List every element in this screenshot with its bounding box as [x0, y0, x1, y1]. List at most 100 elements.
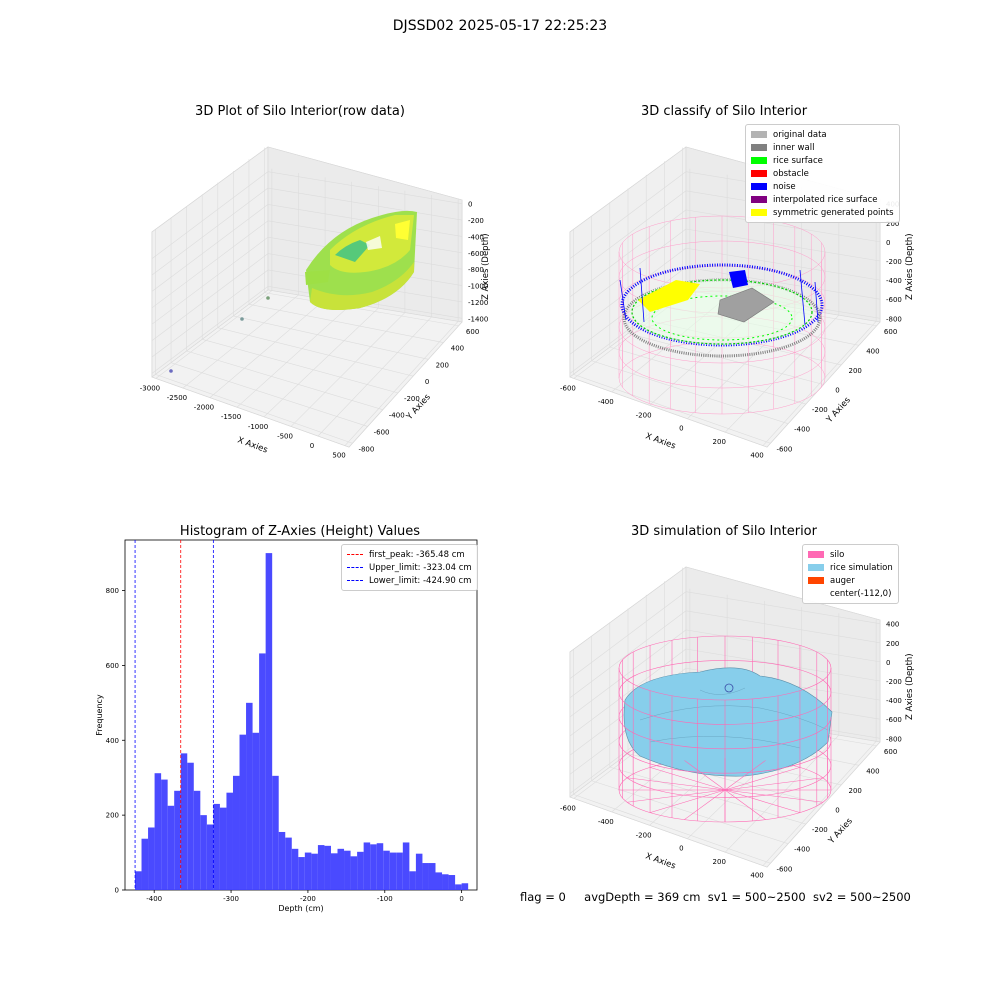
z-tick-label: -200: [468, 217, 484, 225]
histogram-bar: [278, 831, 286, 890]
y-tick-label: -200: [404, 395, 420, 403]
raw-outlier-point: [169, 369, 173, 373]
raw-xlabel: X Axies: [236, 435, 269, 455]
legend-swatch: [751, 157, 767, 164]
legend-swatch: [751, 131, 767, 138]
histogram-bar: [455, 884, 462, 890]
y-tick-label: -200: [812, 826, 828, 834]
legend-entry: interpolated rice surface: [751, 193, 894, 206]
y-tick-label: 200: [849, 367, 862, 375]
classify-plot-title: 3D classify of Silo Interior: [640, 104, 808, 119]
x-tick-label: 0: [679, 845, 683, 853]
histogram-bar: [304, 852, 312, 890]
legend-line-sample: [347, 580, 363, 581]
z-tick-label: -1400: [468, 315, 488, 323]
x-tick-label: -400: [146, 895, 162, 903]
classify-xlabel: X Axies: [644, 431, 677, 451]
x-tick-label: -600: [560, 384, 576, 392]
status-footer: flag = 0 avgDepth = 369 cm sv1 = 500~250…: [520, 890, 911, 904]
z-tick-label: -400: [886, 697, 902, 705]
histogram-legend: first_peak: -365.48 cm Upper_limit: -323.…: [341, 544, 478, 591]
simulation-zlabel: Z Axies (Depth): [905, 653, 915, 720]
y-tick-label: 200: [106, 812, 119, 820]
legend-swatch: [751, 144, 767, 151]
y-tick-label: 400: [451, 345, 464, 353]
histogram-xlabel: Depth (cm): [278, 904, 323, 913]
histogram-xticks: -400 -300 -200 -100 0: [146, 890, 464, 903]
y-tick-label: 400: [866, 347, 879, 355]
raw-zlabel: Z Axies (Depth): [481, 233, 491, 300]
legend-entry: rice simulation: [808, 561, 893, 574]
x-tick-label: -300: [223, 895, 239, 903]
legend-label: rice simulation: [830, 562, 893, 573]
histogram-ylabel: Frequency: [95, 694, 104, 736]
raw-pane-floor: [151, 289, 463, 448]
sv1-value: sv1 = 500~2500: [707, 890, 806, 904]
legend-label: auger: [830, 575, 855, 586]
histogram-bar: [246, 702, 253, 890]
z-tick-label: -800: [468, 266, 484, 274]
z-tick-label: 400: [886, 621, 899, 629]
z-tick-label: -600: [468, 250, 484, 258]
y-tick-label: 0: [835, 387, 839, 395]
legend-label: noise: [773, 181, 796, 192]
z-tick-label: -600: [886, 296, 902, 304]
histogram-bar: [461, 883, 469, 890]
legend-entry: first_peak: -365.48 cm: [347, 548, 472, 561]
histogram-bar: [324, 845, 331, 890]
y-tick-label: -600: [374, 428, 390, 436]
histogram-bar: [180, 753, 188, 890]
y-tick-label: -200: [812, 406, 828, 414]
x-tick-label: -2500: [167, 394, 187, 402]
histogram-bar: [298, 857, 305, 890]
histogram-bar: [193, 790, 201, 890]
y-tick-label: 800: [106, 587, 119, 595]
legend-label: rice surface: [773, 155, 823, 166]
z-tick-label: -200: [886, 258, 902, 266]
histogram-bar: [232, 775, 240, 890]
legend-swatch: [751, 183, 767, 190]
x-tick-label: -3000: [140, 384, 160, 392]
y-tick-label: 400: [866, 767, 879, 775]
sv2-value: sv2 = 500~2500: [812, 890, 911, 904]
x-tick-label: 0: [310, 442, 314, 450]
x-tick-label: 400: [750, 872, 763, 880]
histogram-bar: [200, 815, 207, 890]
x-tick-label: -400: [598, 818, 614, 826]
histogram-bar: [357, 851, 364, 890]
legend-label: center(-112,0): [830, 588, 892, 599]
x-tick-label: 0: [459, 895, 463, 903]
x-tick-label: 200: [713, 438, 726, 446]
y-tick-label: 400: [106, 737, 119, 745]
histogram-bar: [435, 872, 443, 890]
histogram-reference-lines: [134, 540, 214, 890]
x-tick-label: -600: [560, 804, 576, 812]
y-tick-label: -800: [358, 445, 374, 453]
x-tick-label: -500: [277, 432, 293, 440]
legend-entry: Lower_limit: -424.90 cm: [347, 574, 472, 587]
z-tick-label: -400: [886, 277, 902, 285]
histogram-bar: [376, 843, 384, 890]
histogram-plot: -400 -300 -200 -100 0 0 200 400 600 800 Depth (c…: [95, 539, 478, 913]
histogram-bars: [134, 553, 469, 890]
histogram-bar: [317, 845, 325, 890]
legend-swatch: [808, 564, 824, 571]
y-tick-label: 0: [835, 807, 839, 815]
histogram-bar: [206, 824, 214, 890]
y-tick-label: 600: [884, 748, 897, 756]
histogram-bar: [383, 850, 390, 890]
legend-swatch: [808, 551, 824, 558]
simulation-plot-title: 3D simulation of Silo Interior: [631, 524, 817, 539]
y-tick-label: 200: [849, 787, 862, 795]
x-tick-label: -1000: [248, 423, 268, 431]
legend-label: symmetric generated points: [773, 207, 894, 218]
legend-entry: noise: [751, 180, 894, 193]
y-tick-label: 0: [425, 378, 429, 386]
legend-entry: symmetric generated points: [751, 206, 894, 219]
histogram-bar: [272, 775, 279, 890]
z-tick-label: -400: [468, 233, 484, 241]
legend-label: interpolated rice surface: [773, 194, 878, 205]
histogram-bar: [422, 863, 429, 890]
legend-line-sample: [347, 554, 363, 555]
simulation-3d-plot: -600 -400 -200 0 200 400 -600 -400 -200 0 200 400 60…: [560, 566, 915, 880]
